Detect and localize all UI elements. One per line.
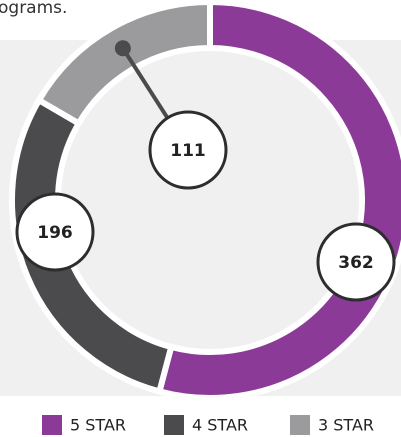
value-bubble <box>148 110 228 190</box>
legend-swatch <box>164 415 184 435</box>
donut-segment <box>155 0 401 401</box>
value-bubble <box>316 222 396 302</box>
legend-label: 4 STAR <box>192 416 248 435</box>
legend-swatch <box>42 415 62 435</box>
value-bubble <box>15 192 95 272</box>
legend-label: 3 STAR <box>318 416 374 435</box>
legend-swatch <box>290 415 310 435</box>
intro-text: ograms. <box>0 0 67 18</box>
value-label: 362 <box>338 253 374 273</box>
legend-label: 5 STAR <box>70 416 126 435</box>
value-label: 111 <box>170 141 206 161</box>
value-label: 196 <box>37 223 73 243</box>
donut-segment <box>34 0 213 128</box>
leader-dot <box>114 40 131 57</box>
